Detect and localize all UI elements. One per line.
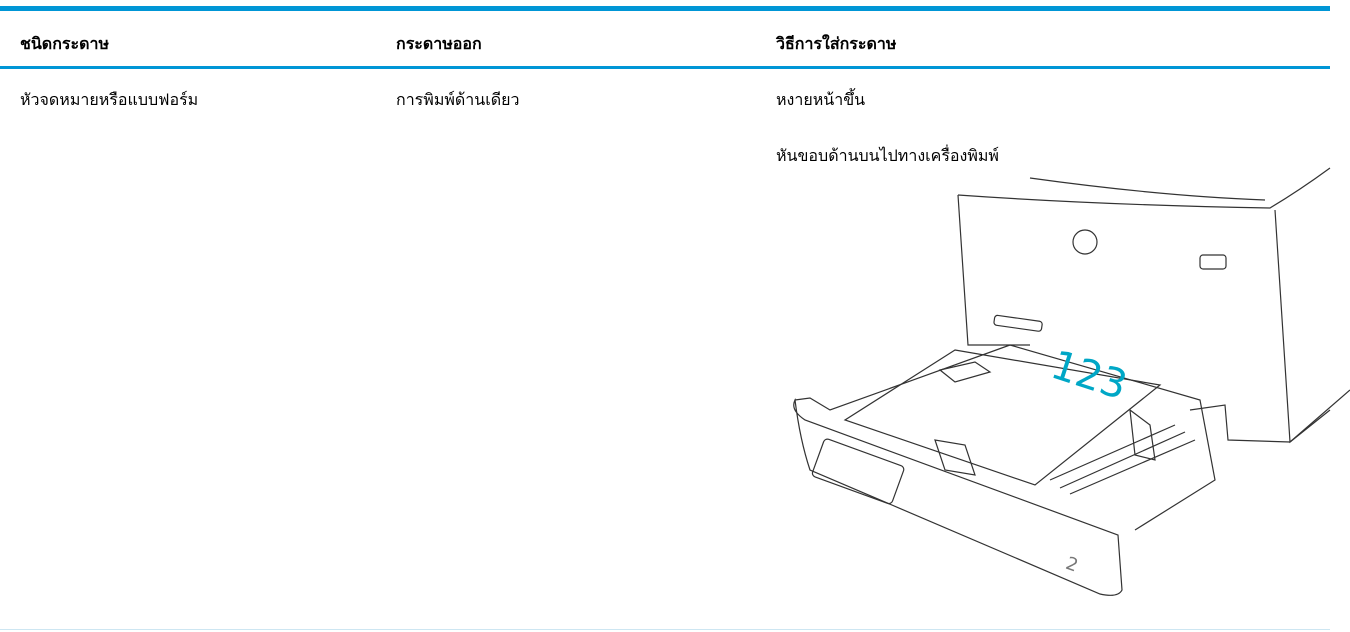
cell: หัวจดหมายหรือแบบฟอร์ม bbox=[20, 90, 199, 109]
header-cell: กระดาษออก bbox=[396, 34, 482, 53]
cell: หันขอบด้านบนไปทางเครื่องพิมพ์ bbox=[776, 146, 999, 165]
cell: การพิมพ์ด้านเดียว bbox=[396, 90, 520, 109]
paper-label: 123 bbox=[1046, 342, 1133, 409]
bottom-rule bbox=[0, 629, 1330, 630]
cell: หงายหน้าขึ้น bbox=[776, 90, 866, 109]
header-cell: วิธีการใส่กระดาษ bbox=[776, 34, 897, 53]
top-rule bbox=[0, 6, 1330, 11]
header-cell: ชนิดกระดาษ bbox=[20, 34, 109, 53]
tray-label: 2 bbox=[1063, 553, 1081, 577]
header-rule bbox=[0, 66, 1330, 69]
